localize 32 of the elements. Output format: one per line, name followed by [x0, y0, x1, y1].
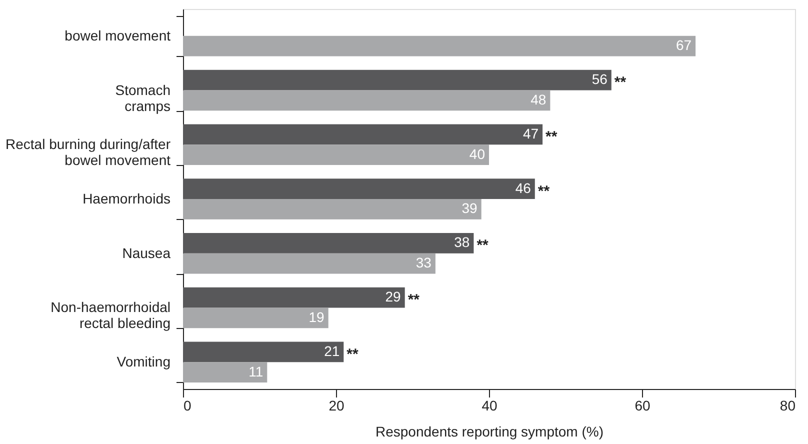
annotation: ** [408, 292, 420, 309]
data-label: 33 [416, 254, 432, 271]
data-label: 19 [308, 308, 325, 325]
y-tick-label: Nausea [122, 244, 171, 261]
x-axis-title: Respondents reporting symptom (%) [376, 424, 604, 440]
annotation: ** [476, 237, 489, 254]
y-tick-label: Vomiting [116, 354, 170, 370]
data-label: 21 [324, 342, 340, 359]
data-label: 46 [515, 180, 532, 196]
x-tick-label: 80 [780, 398, 796, 414]
data-label: 11 [248, 363, 264, 380]
annotation: ** [346, 346, 358, 363]
y-tick-label: Haemorrhoids [82, 190, 170, 206]
y-tick-label: Non-haemorrhoidal rectal bleeding [50, 299, 170, 332]
x-tick-label: 40 [482, 398, 498, 414]
data-label: 29 [385, 288, 402, 305]
annotation: ** [538, 182, 550, 200]
x-tick-label: 0 [184, 398, 192, 414]
annotation: ** [614, 74, 626, 92]
data-label: 48 [530, 91, 546, 108]
annotation: ** [546, 128, 558, 146]
data-label: 47 [522, 125, 539, 142]
data-label: 39 [462, 200, 478, 216]
y-tick-label: Rectal burning during/after bowel movement [6, 136, 171, 168]
data-label: 38 [454, 234, 470, 250]
data-label: 40 [469, 146, 486, 162]
data-label: 67 [676, 37, 692, 54]
data-label: 56 [592, 71, 608, 88]
x-tick-label: 20 [328, 398, 344, 414]
y-tick-label: Stomach cramps [115, 82, 170, 114]
y-tick-label: bowel movement [64, 27, 171, 44]
x-tick-label: 60 [634, 398, 650, 414]
